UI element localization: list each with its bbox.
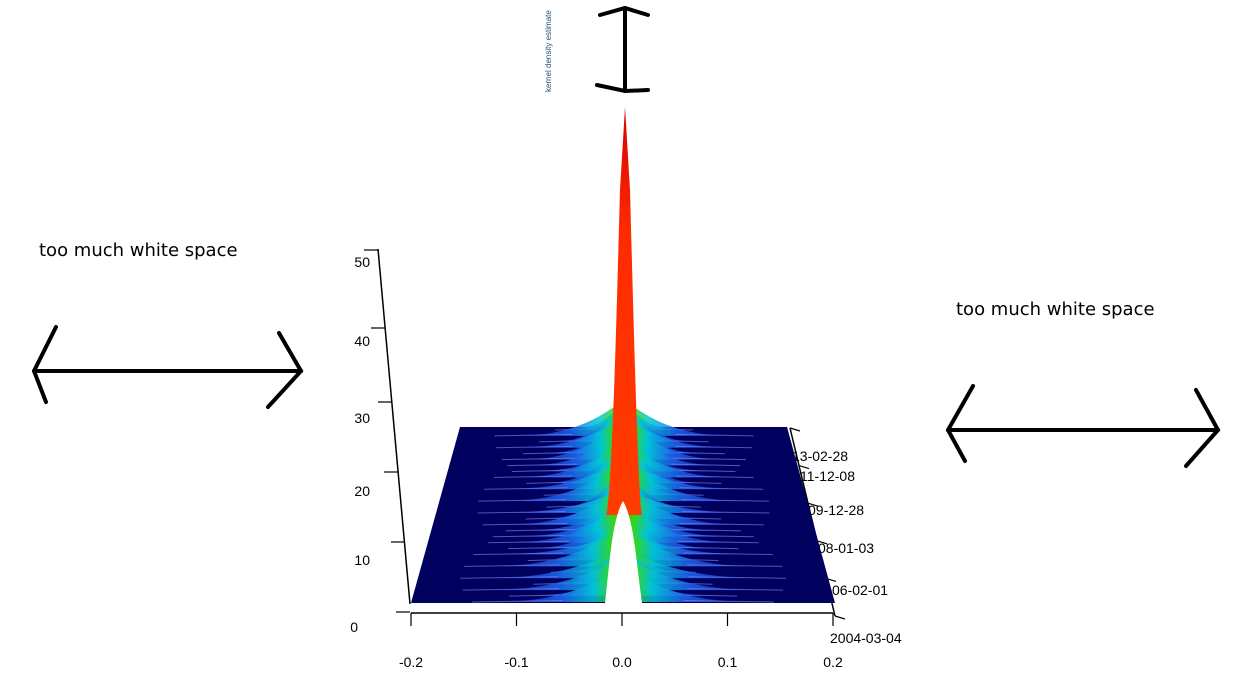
ridge-highlight xyxy=(464,564,560,567)
x-tick-label: 0.0 xyxy=(612,654,632,670)
ridge-highlight xyxy=(460,576,559,579)
ridge-highlight xyxy=(679,522,765,526)
ridge-highlight xyxy=(501,457,575,461)
ridge-highlight xyxy=(508,546,578,550)
ridge-highlight xyxy=(677,540,759,544)
y-tick-mark xyxy=(816,540,828,545)
density-surface xyxy=(411,107,835,603)
right-annotation: too much white space xyxy=(956,299,1155,320)
ridge-highlight xyxy=(675,445,753,449)
ridge-highlight xyxy=(681,511,770,514)
ridge-highlight xyxy=(483,487,568,490)
ridge-highlight xyxy=(670,528,742,532)
ridge-highlight xyxy=(492,534,572,538)
ridge-highlight xyxy=(672,457,747,461)
x-tick-label: 0.1 xyxy=(718,654,738,670)
y-tick-label: 13-02-28 xyxy=(792,448,848,464)
ridge-highlight xyxy=(505,528,577,532)
ridge-highlight xyxy=(683,600,774,603)
left-double-arrow xyxy=(31,325,304,409)
x-tick-label: -0.1 xyxy=(504,654,528,670)
surface-peak xyxy=(606,107,642,515)
z-tick-label: 40 xyxy=(354,333,370,349)
z-tick-label: 50 xyxy=(354,254,370,270)
ridge-highlight xyxy=(494,433,573,437)
ridge-highlight xyxy=(675,534,754,538)
z-axis-title: kernel density estimate xyxy=(544,10,553,92)
ridge-highlight xyxy=(472,600,563,603)
ridge-highlight xyxy=(679,487,764,490)
y-tick-mark xyxy=(807,502,819,507)
ridge-highlight xyxy=(493,475,572,478)
z-axis-line xyxy=(377,248,411,605)
z-axis: 0 10 20 30 40 50 xyxy=(350,248,411,635)
y-tick-mark xyxy=(834,615,846,620)
ridge-highlight xyxy=(683,552,773,556)
left-annotation: too much white space xyxy=(39,240,238,261)
ridge-highlight xyxy=(511,469,580,473)
ridge-highlight xyxy=(482,522,568,526)
y-tick-mark xyxy=(789,427,801,432)
ridge-highlight xyxy=(507,463,578,467)
ridge-highlight xyxy=(495,445,573,449)
ridge-highlight xyxy=(478,499,566,502)
y-tick-label: 2004-03-04 xyxy=(830,630,902,646)
y-tick-label: 06-02-01 xyxy=(832,582,888,598)
ridge-highlight xyxy=(681,499,769,502)
z-tick-label: 10 xyxy=(354,552,370,568)
z-tick-label: 0 xyxy=(350,619,358,635)
ridge-highlight xyxy=(670,463,741,467)
z-tick-label: 20 xyxy=(354,483,370,499)
x-tick-label: -0.2 xyxy=(399,654,423,670)
y-axis: 2004-03-04 06-02-01 08-01-03 09-12-28 11-12-… xyxy=(789,427,902,646)
ridge-highlight xyxy=(675,433,754,437)
ridge-highlight xyxy=(477,511,566,514)
y-tick-label: 11-12-08 xyxy=(800,468,855,484)
y-tick-mark xyxy=(798,465,810,470)
ridge-highlight xyxy=(675,475,754,478)
ridge-highlight xyxy=(687,588,784,591)
ridge-highlight xyxy=(462,588,559,591)
ridge-highlight xyxy=(686,564,783,567)
ridge-highlight xyxy=(487,540,570,544)
y-tick-label: 08-01-03 xyxy=(818,540,874,556)
top-vertical-arrow xyxy=(595,5,650,94)
ridge-highlight xyxy=(688,576,787,579)
x-tick-label: 0.2 xyxy=(823,654,843,670)
x-axis: -0.2 -0.1 0.0 0.1 0.2 xyxy=(399,612,843,670)
y-tick-label: 09-12-28 xyxy=(808,502,864,518)
ridge-highlight xyxy=(669,546,739,550)
z-tick-label: 30 xyxy=(354,410,370,426)
ridge-highlight xyxy=(668,469,736,473)
front-valley xyxy=(605,501,642,603)
ridge-highlight xyxy=(473,552,564,556)
right-double-arrow xyxy=(945,384,1221,468)
